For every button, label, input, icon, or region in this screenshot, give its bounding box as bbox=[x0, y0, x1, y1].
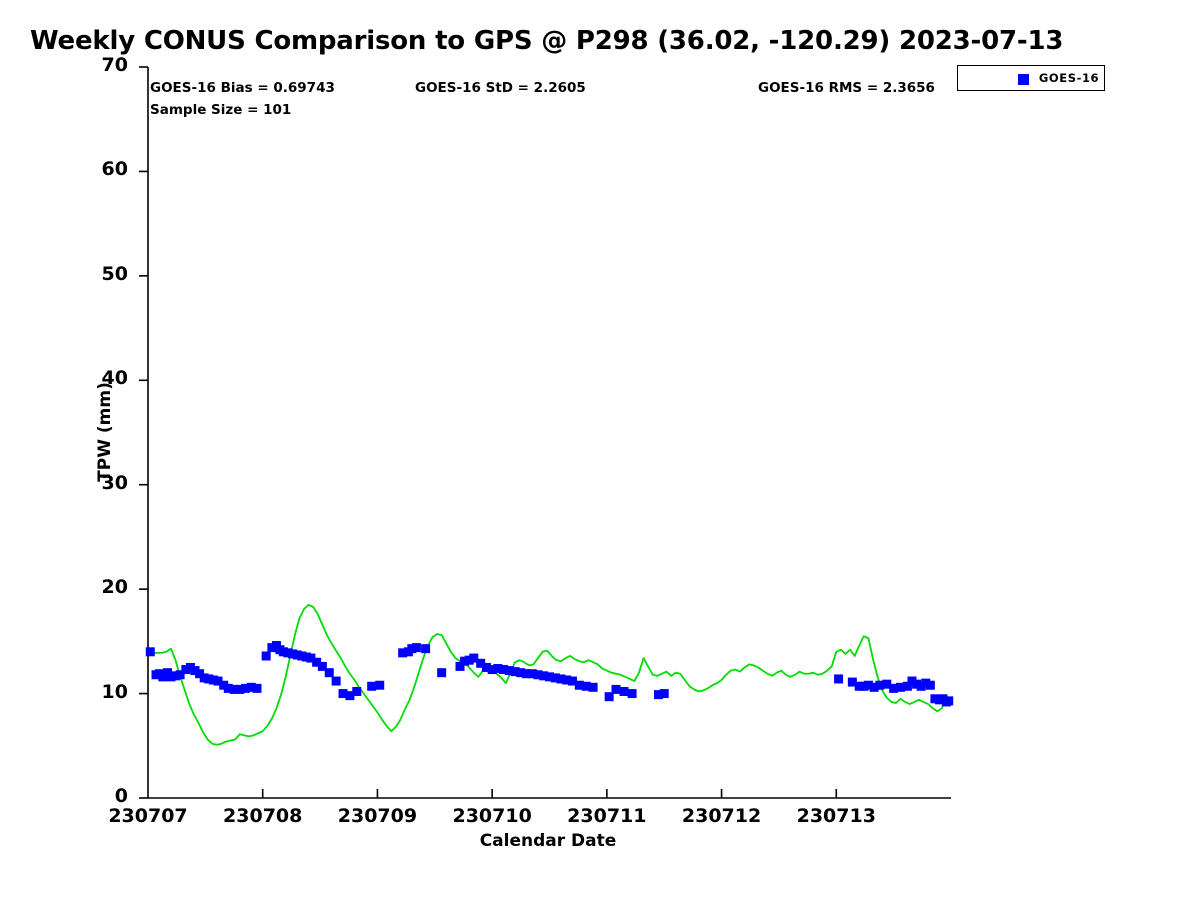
legend-label-goes16: GOES-16 bbox=[1038, 71, 1100, 85]
x-tick-label: 230711 bbox=[567, 805, 647, 827]
y-tick-label: 70 bbox=[101, 54, 128, 76]
y-tick-label: 40 bbox=[101, 367, 128, 390]
x-tick-label: 230709 bbox=[337, 805, 418, 827]
y-tick-label: 50 bbox=[101, 262, 128, 285]
x-tick-label: 230710 bbox=[452, 805, 532, 827]
x-axis-label: Calendar Date bbox=[479, 831, 617, 851]
legend: GOES-16 bbox=[957, 65, 1105, 91]
stat-bias: GOES-16 Bias = 0.69743 bbox=[150, 80, 335, 96]
stat-sample-size: Sample Size = 101 bbox=[150, 102, 292, 118]
y-tick-label: 10 bbox=[101, 680, 128, 703]
x-tick-label: 230713 bbox=[796, 805, 876, 827]
stat-rms: GOES-16 RMS = 2.3656 bbox=[758, 80, 935, 96]
y-tick-label: 30 bbox=[101, 471, 128, 494]
y-tick-label: 60 bbox=[101, 158, 128, 181]
page-title: Weekly CONUS Comparison to GPS @ P298 (3… bbox=[30, 26, 1064, 56]
axes bbox=[139, 66, 951, 799]
stat-std: GOES-16 StD = 2.2605 bbox=[415, 80, 586, 96]
y-tick-label: 20 bbox=[101, 576, 128, 599]
x-tick-label: 230707 bbox=[108, 805, 188, 827]
legend-swatch-goes16 bbox=[1018, 74, 1029, 85]
x-tick-label: 230708 bbox=[223, 805, 303, 827]
y-tick-label: 0 bbox=[114, 785, 128, 807]
data-series bbox=[145, 603, 954, 746]
x-tick-label: 230712 bbox=[681, 805, 762, 827]
